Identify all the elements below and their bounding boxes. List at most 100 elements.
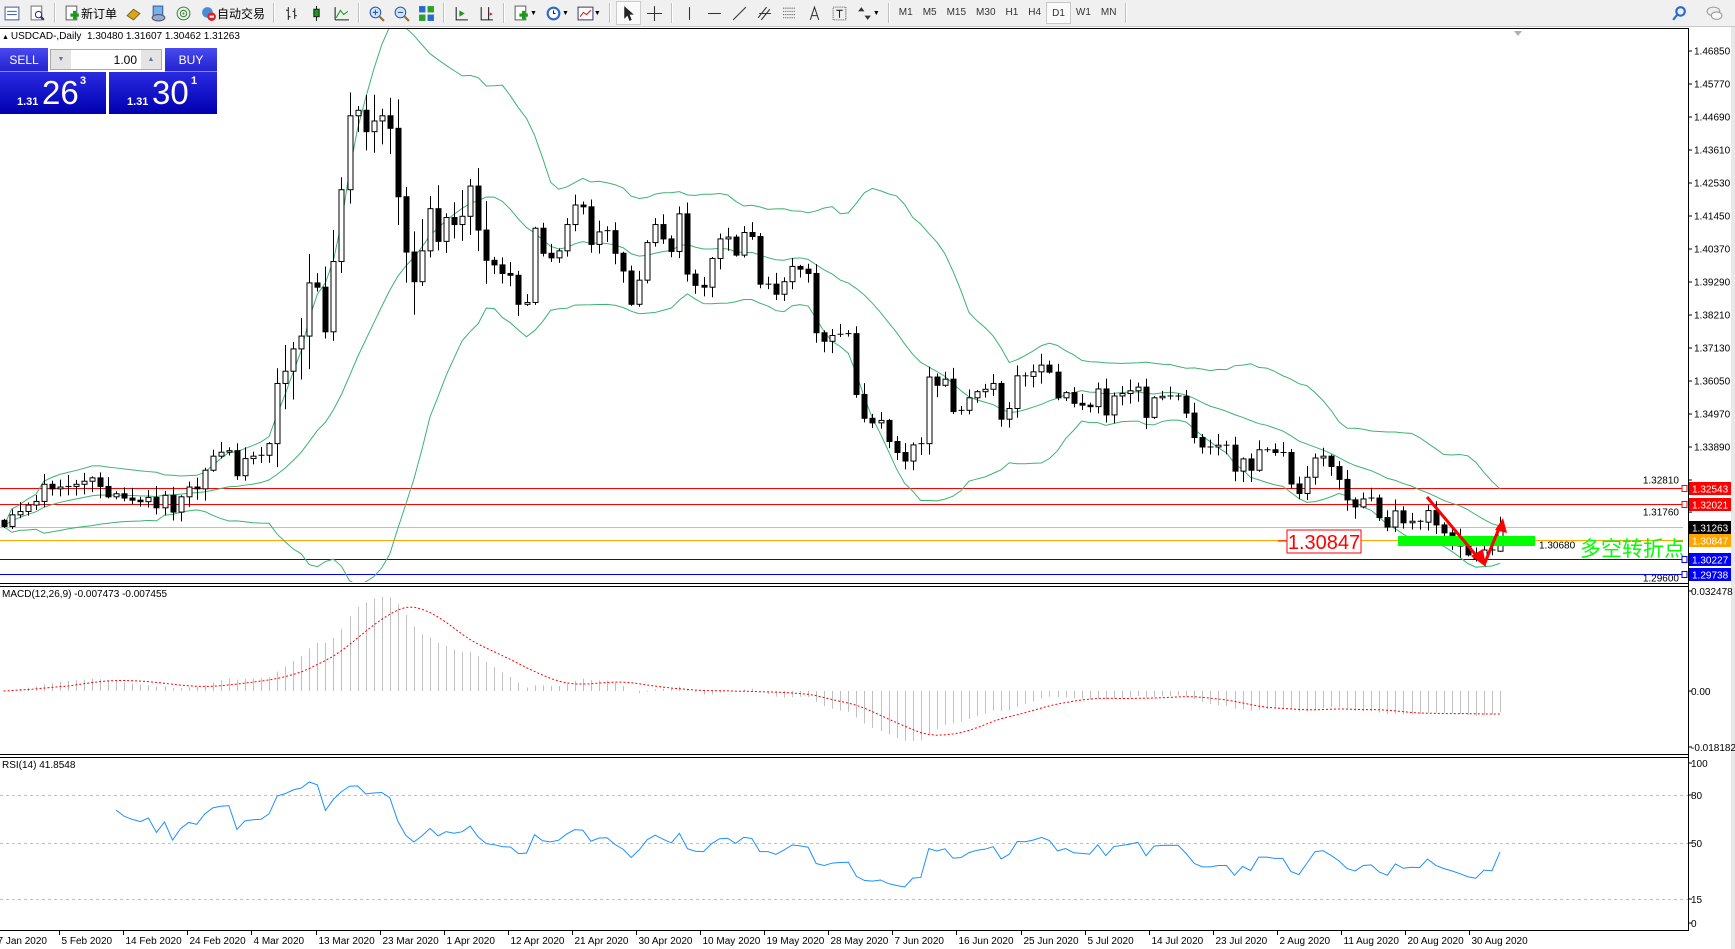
candle[interactable] — [178, 495, 185, 522]
candle[interactable] — [218, 441, 225, 459]
lot-size-value[interactable]: 1.00 — [113, 52, 137, 67]
candle[interactable] — [861, 383, 868, 423]
candle[interactable] — [1135, 382, 1142, 402]
candle[interactable] — [443, 213, 450, 253]
candle[interactable] — [998, 380, 1005, 427]
candle[interactable] — [805, 263, 812, 283]
candle[interactable] — [1, 518, 8, 528]
candle[interactable] — [1022, 372, 1029, 387]
candle[interactable] — [363, 95, 370, 151]
candle[interactable] — [274, 368, 281, 468]
turning-zone-rect[interactable] — [1398, 536, 1535, 546]
candle[interactable] — [934, 373, 941, 398]
price-box[interactable] — [1286, 529, 1362, 554]
candle[interactable] — [282, 345, 289, 410]
candle[interactable] — [1159, 390, 1166, 401]
candle[interactable] — [636, 270, 643, 307]
candle[interactable] — [467, 179, 474, 235]
candle[interactable] — [371, 94, 378, 153]
candle[interactable] — [652, 218, 659, 247]
candle[interactable] — [982, 383, 989, 398]
search-button[interactable] — [1668, 2, 1691, 24]
candle[interactable] — [1095, 382, 1102, 414]
candle[interactable] — [17, 502, 24, 519]
candle[interactable] — [129, 487, 136, 505]
candle[interactable] — [81, 472, 88, 495]
candle[interactable] — [1167, 386, 1174, 400]
candle[interactable] — [314, 273, 321, 292]
candle[interactable] — [1215, 433, 1222, 456]
print-preview-button[interactable] — [26, 2, 49, 24]
candle[interactable] — [741, 226, 748, 258]
candle[interactable] — [250, 451, 257, 465]
candle[interactable] — [532, 226, 539, 305]
indicators-button[interactable]: ▼ — [510, 2, 540, 24]
candle[interactable] — [1304, 465, 1311, 501]
candle[interactable] — [1223, 440, 1230, 455]
candle[interactable] — [97, 472, 104, 499]
candle[interactable] — [733, 234, 740, 257]
candle[interactable] — [162, 490, 169, 516]
candle[interactable] — [65, 475, 72, 496]
candle[interactable] — [499, 257, 506, 284]
candle[interactable] — [347, 92, 354, 204]
candle[interactable] — [918, 437, 925, 455]
candle[interactable] — [1119, 386, 1126, 406]
candle[interactable] — [202, 467, 209, 501]
candle[interactable] — [1368, 487, 1375, 502]
auto-trading-button[interactable]: 自动交易 — [197, 2, 268, 24]
candle[interactable] — [709, 256, 716, 298]
timeframe-m1[interactable]: M1 — [898, 6, 913, 18]
candle[interactable] — [515, 270, 522, 317]
candle[interactable] — [701, 276, 708, 297]
candle[interactable] — [306, 254, 313, 370]
candle[interactable] — [1207, 439, 1214, 455]
vertical-line-tool[interactable] — [678, 2, 701, 24]
candle[interactable] — [1183, 389, 1190, 419]
candle[interactable] — [902, 443, 909, 470]
candle[interactable] — [692, 269, 699, 294]
candle[interactable] — [789, 258, 796, 290]
candle[interactable] — [910, 442, 917, 471]
candle[interactable] — [1030, 364, 1037, 388]
candle[interactable] — [459, 190, 466, 241]
candlestick-button[interactable] — [305, 2, 328, 24]
candle[interactable] — [1071, 387, 1078, 408]
cursor-tool[interactable] — [615, 1, 641, 25]
zoom-in-button[interactable] — [365, 2, 388, 24]
candle[interactable] — [1199, 434, 1206, 454]
candle[interactable] — [1127, 379, 1134, 404]
candle[interactable] — [137, 496, 144, 507]
candle[interactable] — [491, 256, 498, 275]
signals-button[interactable] — [172, 2, 195, 24]
candle[interactable] — [524, 294, 531, 306]
arrows-tool[interactable]: ▼ — [853, 2, 883, 24]
chart-shift-marker-icon[interactable] — [1514, 31, 1522, 36]
candle[interactable] — [33, 494, 40, 511]
chart-window-button[interactable] — [1, 2, 24, 24]
candle[interactable] — [1376, 494, 1383, 521]
new-order-button[interactable]: 新订单 — [61, 2, 120, 24]
candle[interactable] — [355, 106, 362, 133]
candle[interactable] — [1232, 436, 1239, 482]
candle[interactable] — [620, 251, 627, 283]
candle[interactable] — [411, 231, 418, 315]
timeframe-d1[interactable]: D1 — [1046, 2, 1071, 24]
timeframe-m5[interactable]: M5 — [922, 6, 937, 18]
window-scroll-edge[interactable] — [1731, 27, 1735, 949]
candle[interactable] — [990, 374, 997, 396]
candle[interactable] — [1063, 391, 1070, 402]
candle[interactable] — [821, 330, 828, 353]
timeframe-mn[interactable]: MN — [1100, 6, 1117, 18]
candle[interactable] — [1111, 392, 1118, 424]
candle[interactable] — [837, 323, 844, 338]
candle[interactable] — [25, 502, 32, 516]
candle[interactable] — [974, 390, 981, 403]
candle[interactable] — [717, 233, 724, 270]
lot-increase-button[interactable]: ▲ — [141, 50, 161, 69]
candle[interactable] — [49, 480, 56, 496]
candle[interactable] — [1038, 353, 1045, 384]
candle[interactable] — [1320, 447, 1327, 467]
candle[interactable] — [845, 330, 852, 337]
level-handle[interactable] — [1681, 556, 1688, 563]
